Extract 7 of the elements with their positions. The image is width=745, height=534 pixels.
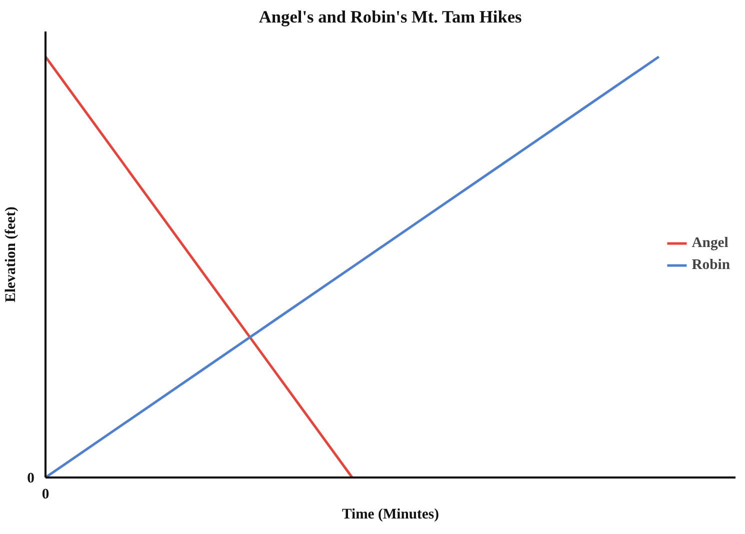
y-axis-title: Elevation (feet) — [3, 206, 20, 302]
legend-label: Robin — [692, 256, 730, 274]
text: 0 — [42, 486, 50, 502]
x-axis-title: Time (Minutes) — [342, 506, 440, 522]
legend-label: Angel — [692, 234, 728, 252]
chart-title: Angel's and Robin's Mt. Tam Hikes — [258, 8, 522, 26]
text: 0 — [27, 470, 34, 486]
